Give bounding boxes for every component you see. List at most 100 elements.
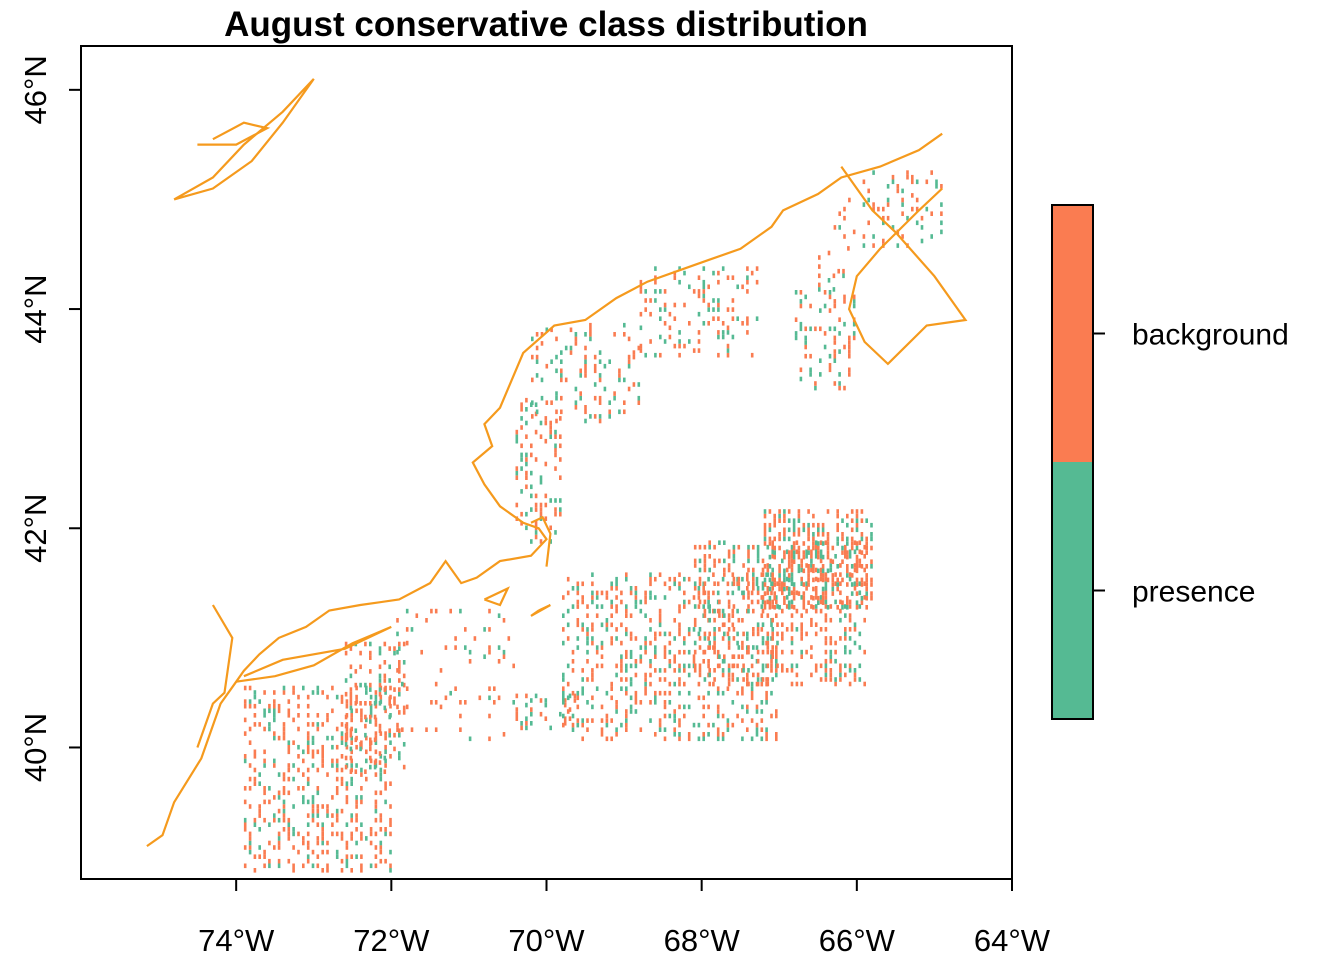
- raster-cell-background: [321, 744, 324, 750]
- raster-cell-presence: [598, 350, 602, 355]
- raster-cell-background: [732, 663, 736, 669]
- raster-cell-background: [625, 649, 628, 655]
- raster-cell-background: [792, 545, 796, 551]
- raster-cell-presence: [644, 352, 647, 358]
- raster-cell-background: [340, 836, 344, 841]
- raster-cell-background: [797, 545, 801, 551]
- raster-cell-presence: [712, 298, 715, 303]
- raster-cell-presence: [841, 545, 844, 551]
- raster-cell-presence: [268, 822, 271, 827]
- raster-cell-background: [802, 554, 806, 560]
- raster-cell-presence: [812, 532, 815, 537]
- raster-cell-presence: [586, 636, 589, 641]
- raster-cell-background: [649, 576, 652, 582]
- raster-cell-presence: [396, 631, 399, 637]
- raster-cell-background: [287, 749, 291, 755]
- raster-cell-background: [345, 703, 349, 709]
- raster-cell-presence: [707, 307, 710, 312]
- raster-cell-background: [797, 527, 801, 533]
- raster-cell-background: [795, 608, 799, 614]
- raster-cell-background: [654, 636, 657, 641]
- raster-cell-background: [790, 563, 794, 568]
- raster-cell-background: [277, 735, 281, 741]
- raster-cell-presence: [807, 550, 810, 555]
- raster-cell-presence: [778, 573, 781, 578]
- raster-cell-presence: [530, 721, 533, 726]
- raster-cell-background: [384, 781, 387, 786]
- raster-cell-presence: [726, 718, 730, 723]
- raster-cell-background: [639, 284, 643, 290]
- raster-cell-presence: [355, 840, 358, 846]
- raster-cell-presence: [802, 527, 806, 533]
- raster-cell-background: [707, 659, 710, 664]
- raster-cell-presence: [589, 414, 592, 419]
- raster-cell-background: [378, 664, 382, 670]
- raster-cell-background: [872, 243, 875, 248]
- raster-cell-background: [727, 663, 731, 669]
- raster-cell-presence: [721, 608, 725, 614]
- raster-cell-background: [713, 649, 716, 655]
- raster-cell-background: [761, 677, 765, 682]
- raster-cell-background: [571, 690, 575, 696]
- raster-cell-background: [350, 854, 353, 859]
- raster-cell-presence: [364, 732, 367, 738]
- raster-cell-background: [534, 457, 538, 462]
- raster-cell-background: [287, 708, 291, 714]
- raster-cell-background: [306, 713, 310, 718]
- raster-cell-background: [805, 608, 808, 614]
- raster-cell-background: [434, 727, 438, 732]
- raster-cell-presence: [761, 599, 765, 605]
- raster-cell-background: [742, 563, 745, 568]
- raster-cell-background: [726, 275, 730, 280]
- raster-cell-background: [515, 466, 519, 471]
- raster-cell-background: [398, 641, 401, 647]
- raster-cell-background: [750, 718, 754, 723]
- raster-cell-background: [379, 817, 383, 823]
- raster-cell-background: [253, 767, 257, 773]
- raster-cell-background: [525, 470, 528, 476]
- raster-cell-background: [340, 868, 344, 873]
- raster-cell-background: [373, 714, 377, 720]
- raster-cell-background: [388, 646, 391, 651]
- raster-cell-background: [649, 339, 652, 344]
- raster-cell-presence: [644, 613, 647, 618]
- raster-cell-background: [605, 718, 609, 723]
- raster-cell-background: [623, 400, 626, 405]
- raster-cell-background: [687, 732, 691, 737]
- raster-cell-background: [625, 613, 628, 618]
- raster-cell-background: [663, 700, 667, 705]
- raster-cell-background: [732, 654, 736, 659]
- raster-cell-presence: [268, 786, 271, 791]
- raster-cell-background: [559, 434, 562, 439]
- raster-cell-background: [383, 660, 387, 665]
- raster-cell-background: [345, 786, 349, 791]
- raster-cell-background: [814, 590, 818, 596]
- raster-cell-presence: [388, 714, 391, 720]
- raster-cell-background: [906, 170, 909, 175]
- raster-cell-presence: [373, 701, 377, 706]
- raster-cell-background: [865, 582, 868, 587]
- raster-cell-background: [634, 659, 638, 664]
- raster-cell-background: [771, 604, 774, 609]
- raster-cell-presence: [771, 549, 774, 555]
- raster-cell-presence: [829, 654, 833, 659]
- raster-cell-background: [302, 863, 305, 869]
- raster-cell-background: [344, 691, 348, 697]
- raster-cell-presence: [843, 321, 846, 327]
- raster-cell-background: [790, 636, 794, 641]
- raster-cell-presence: [778, 605, 781, 610]
- raster-cell-background: [844, 672, 847, 678]
- raster-cell-background: [713, 668, 716, 673]
- raster-cell-background: [340, 767, 344, 773]
- raster-cell-background: [678, 631, 681, 637]
- raster-cell-background: [824, 572, 828, 577]
- raster-cell-background: [512, 663, 515, 669]
- raster-cell-background: [287, 767, 291, 773]
- coastline-path: [236, 625, 392, 683]
- raster-cell-presence: [846, 605, 849, 610]
- raster-cell-background: [702, 695, 705, 701]
- raster-cell-background: [829, 636, 833, 641]
- raster-cell-background: [600, 727, 604, 732]
- raster-cell-background: [778, 532, 781, 537]
- raster-cell-presence: [768, 577, 772, 583]
